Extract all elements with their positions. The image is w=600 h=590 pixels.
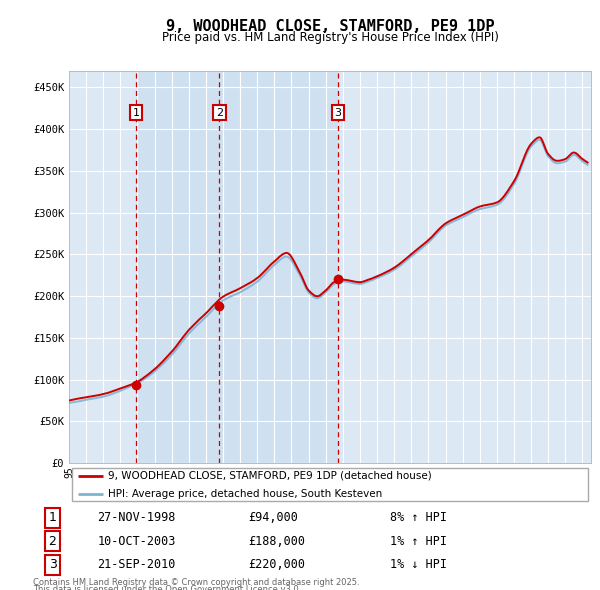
- Text: 3: 3: [335, 107, 341, 117]
- Text: Price paid vs. HM Land Registry's House Price Index (HPI): Price paid vs. HM Land Registry's House …: [161, 31, 499, 44]
- Text: 1: 1: [49, 511, 56, 525]
- Text: £188,000: £188,000: [248, 535, 305, 548]
- Text: Contains HM Land Registry data © Crown copyright and database right 2025.: Contains HM Land Registry data © Crown c…: [33, 578, 359, 586]
- Text: 1% ↓ HPI: 1% ↓ HPI: [390, 558, 447, 572]
- Text: 8% ↑ HPI: 8% ↑ HPI: [390, 511, 447, 525]
- Text: 2: 2: [216, 107, 223, 117]
- Bar: [219, 71, 338, 463]
- Text: 3: 3: [49, 558, 56, 572]
- Text: This data is licensed under the Open Government Licence v3.0.: This data is licensed under the Open Gov…: [33, 585, 301, 590]
- Text: 1% ↑ HPI: 1% ↑ HPI: [390, 535, 447, 548]
- Text: 9, WOODHEAD CLOSE, STAMFORD, PE9 1DP (detached house): 9, WOODHEAD CLOSE, STAMFORD, PE9 1DP (de…: [108, 471, 432, 481]
- Text: 9, WOODHEAD CLOSE, STAMFORD, PE9 1DP: 9, WOODHEAD CLOSE, STAMFORD, PE9 1DP: [166, 19, 494, 34]
- Text: £94,000: £94,000: [248, 511, 298, 525]
- Text: 2: 2: [49, 535, 56, 548]
- FancyBboxPatch shape: [71, 467, 589, 502]
- Text: 27-NOV-1998: 27-NOV-1998: [97, 511, 176, 525]
- Text: 21-SEP-2010: 21-SEP-2010: [97, 558, 176, 572]
- Bar: [136, 71, 219, 463]
- Text: HPI: Average price, detached house, South Kesteven: HPI: Average price, detached house, Sout…: [108, 489, 382, 499]
- Text: 10-OCT-2003: 10-OCT-2003: [97, 535, 176, 548]
- Text: 1: 1: [133, 107, 140, 117]
- Text: £220,000: £220,000: [248, 558, 305, 572]
